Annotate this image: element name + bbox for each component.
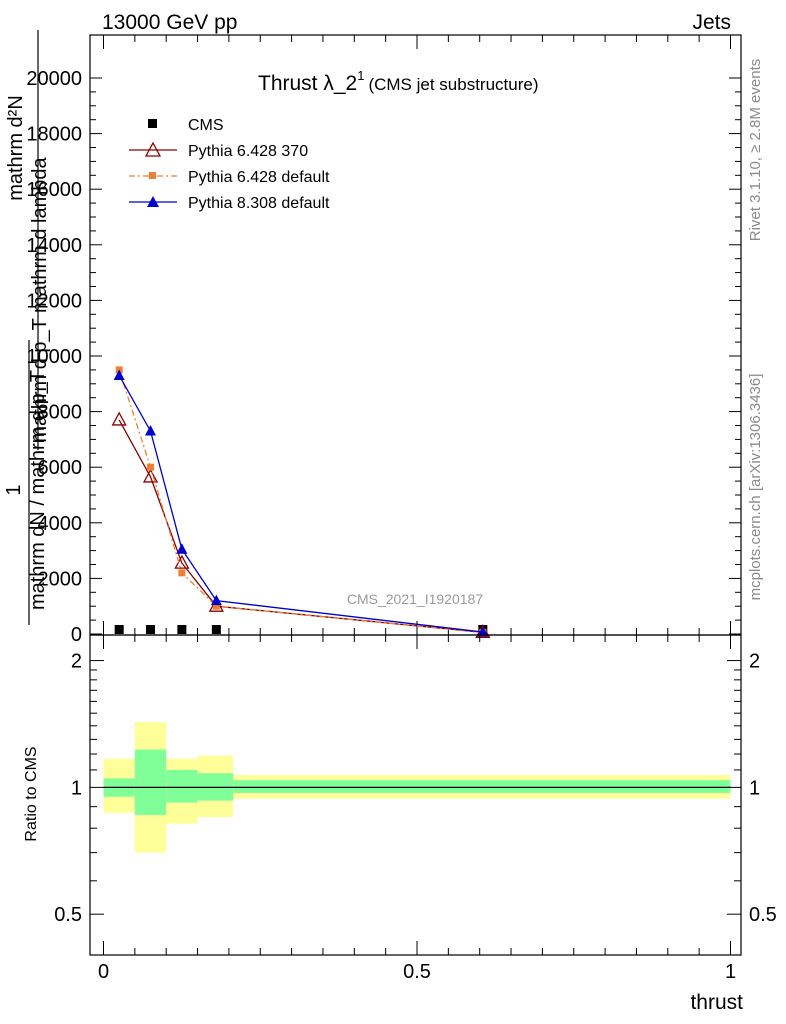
main-ytick-label: 0	[71, 624, 82, 646]
ratio-plot-frame	[89, 634, 742, 956]
x-axis-label: thrust	[690, 991, 743, 1014]
plot-title-main: Thrust λ_2	[258, 72, 357, 95]
legend-marker-p6-default	[149, 172, 156, 179]
ratio-xtick-label: 0	[98, 961, 109, 983]
main-ylabel: mathrm d²N mathrm d p_T mathrm d lambda …	[3, 30, 51, 625]
legend-label-p6-default: Pythia 6.428 default	[188, 169, 330, 186]
ylabel-numerator-bottom: mathrm d p_T mathrm d lambda	[29, 156, 51, 442]
data-point-pythia8-default	[113, 369, 125, 380]
main-ytick-label: 4000	[38, 513, 83, 535]
legend-label-p6-370: Pythia 6.428 370	[188, 143, 308, 160]
ratio-band-inner	[166, 769, 198, 803]
data-point-cms	[177, 625, 187, 634]
legend: CMS Pythia 6.428 370 Pythia 6.428 defaul…	[129, 117, 330, 212]
main-ytick-label: 8000	[38, 402, 83, 424]
ylabel-denominator: mathrm dN / mathrm d p_T	[27, 370, 49, 610]
ratio-ytick-label-right: 1	[749, 777, 760, 799]
data-point-cms	[114, 625, 124, 634]
main-axes: 0 2000 4000 6000 8000 10000 12000 14000 16000 180…	[26, 35, 741, 646]
ylabel-numerator-top: mathrm d²N	[5, 95, 27, 201]
data-point-pythia6-370	[111, 411, 127, 426]
data-point-pythia6-default	[147, 463, 155, 471]
series-line-pythia6-370	[118, 419, 483, 633]
plot-title: Thrust λ_21 (CMS jet substructure)	[258, 68, 539, 95]
legend-label-p8-default: Pythia 8.308 default	[188, 195, 330, 212]
ratio-ytick-label: 2	[71, 651, 82, 673]
main-ytick-label: 2000	[38, 568, 83, 590]
header-process: Jets	[692, 11, 731, 34]
main-ytick-label: 12000	[26, 290, 82, 312]
ratio-band-inner	[134, 749, 167, 815]
ratio-ytick-label-right: 0.5	[749, 904, 777, 926]
analysis-watermark: CMS_2021_I1920187	[347, 591, 483, 607]
main-ytick-label: 16000	[26, 179, 82, 201]
ratio-axes: 0 0.5 1 0.5 0.5 1 1 2 2	[54, 635, 777, 983]
main-ytick-label: 20000	[26, 68, 82, 90]
data-point-pythia6-370	[142, 468, 159, 483]
main-ytick-label: 14000	[26, 235, 82, 257]
legend-marker-cms	[148, 119, 157, 128]
data-point-pythia8-default	[210, 594, 222, 606]
data-point-pythia8-default	[176, 543, 188, 554]
main-ytick-label: 6000	[38, 457, 83, 479]
header-energy: 13000 GeV pp	[102, 11, 237, 34]
legend-marker-p8-default	[147, 196, 159, 207]
data-point-pythia6-default	[178, 569, 186, 577]
ratio-ytick-label: 0.5	[54, 904, 82, 926]
main-ytick-label: 10000	[26, 346, 82, 368]
data-point-pythia8-default	[477, 626, 489, 637]
data-point-cms	[146, 625, 156, 634]
data-point-pythia6-default	[212, 602, 220, 610]
data-point-pythia8-default	[145, 425, 157, 436]
ratio-ytick-label-right: 2	[749, 651, 760, 673]
ratio-ytick-label: 1	[71, 777, 82, 799]
ratio-xtick-label: 0.5	[403, 961, 431, 983]
legend-marker-p6-370	[144, 141, 162, 157]
ratio-band-inner	[233, 780, 731, 793]
main-ytick-label: 18000	[26, 124, 82, 146]
data-point-cms	[211, 625, 221, 634]
rivet-version-label: Rivet 3.1.10, ≥ 2.8M events	[747, 59, 764, 242]
plot-title-superscript: 1	[357, 68, 364, 83]
mcplots-label: mcplots.cern.ch [arXiv:1306.3436]	[747, 374, 764, 601]
legend-label-cms: CMS	[188, 117, 224, 134]
main-series	[111, 366, 491, 638]
ratio-xtick-label: 1	[725, 961, 736, 983]
ratio-ylabel: Ratio to CMS	[23, 746, 40, 841]
plot-title-sub: (CMS jet substructure)	[368, 75, 538, 94]
ylabel-one: 1	[3, 484, 25, 495]
